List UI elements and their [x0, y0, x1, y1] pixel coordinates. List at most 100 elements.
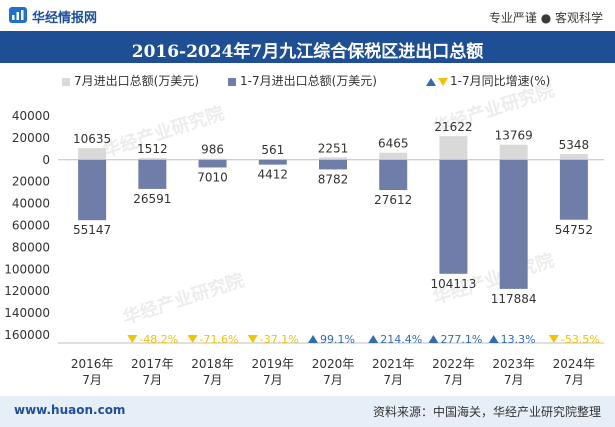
- legend-item-monthly: 7月进出口总额(万美元): [62, 72, 199, 89]
- monthly-value-label: 13769: [495, 129, 533, 143]
- y-tick-label: 0: [42, 153, 50, 167]
- y-tick-label: 20000: [12, 131, 50, 145]
- legend-label-yoy: 1-7月同比增速(%): [450, 74, 551, 88]
- legend-item-yoy: 1-7月同比增速(%): [426, 72, 550, 89]
- monthly-value-label: 1512: [137, 142, 168, 156]
- x-category-label-year: 2019年: [252, 357, 295, 371]
- yoy-growth-label: -53.5%: [561, 333, 600, 346]
- footer: www.huaon.com 资料来源：中国海关，华经产业研究院整理: [0, 396, 615, 427]
- legend-up-triangle-icon: [426, 77, 436, 86]
- yoy-growth-label: 13.3%: [501, 333, 536, 346]
- x-category-label-month: 7月: [82, 373, 102, 387]
- cumulative-value-label: 54752: [555, 223, 593, 237]
- legend: 7月进出口总额(万美元) 1-7月进出口总额(万美元) 1-7月同比增速(%): [0, 72, 615, 92]
- y-tick-label: 120000: [4, 284, 50, 298]
- monthly-bar: [138, 158, 167, 160]
- yoy-up-triangle-icon: [308, 335, 318, 343]
- yoy-down-triangle-icon: [548, 335, 559, 343]
- chart-svg: 40000 20000 0 20000 40000 60000 80000 100000 120…: [4, 109, 604, 387]
- yoy-growth-label: 277.1%: [440, 333, 482, 346]
- chart-title: 2016-2024年7月九江综合保税区进出口总额: [131, 42, 484, 62]
- cumulative-bar: [559, 159, 588, 220]
- y-tick-label: 140000: [4, 306, 50, 320]
- monthly-bar: [198, 158, 227, 160]
- monthly-bar: [78, 148, 107, 160]
- monthly-value-label: 2251: [318, 141, 349, 155]
- cumulative-bar: [198, 159, 227, 168]
- x-category-label-month: 7月: [383, 373, 403, 387]
- yoy-down-triangle-icon: [247, 335, 258, 343]
- y-tick-label: 40000: [12, 109, 50, 123]
- yoy-down-triangle-icon: [187, 335, 198, 343]
- cumulative-value-label: 55147: [73, 223, 111, 237]
- footer-source: 资料来源：中国海关，华经产业研究院整理: [372, 405, 601, 419]
- x-category-label-month: 7月: [504, 373, 524, 387]
- cumulative-bar: [319, 159, 347, 170]
- x-category-label-year: 2022年: [432, 357, 475, 371]
- cumulative-bar: [258, 159, 287, 165]
- cumulative-bar: [138, 159, 167, 189]
- monthly-value-label: 10635: [73, 132, 111, 146]
- cumulative-value-label: 117884: [491, 292, 537, 306]
- monthly-bar: [499, 144, 528, 160]
- cumulative-bar: [379, 159, 408, 191]
- legend-label-monthly: 7月进出口总额(万美元): [74, 74, 199, 88]
- yoy-up-triangle-icon: [488, 335, 499, 343]
- y-tick-label: 160000: [4, 328, 50, 342]
- monthly-value-label: 21622: [434, 120, 472, 134]
- yoy-growth-label: -71.6%: [200, 333, 239, 346]
- cumulative-bar: [499, 159, 528, 289]
- yoy-growth-label: -37.1%: [260, 333, 299, 346]
- title-bar: 2016-2024年7月九江综合保税区进出口总额: [0, 31, 615, 63]
- yoy-growth-label: -48.2%: [139, 333, 178, 346]
- monthly-bar: [258, 159, 287, 160]
- yoy-up-triangle-icon: [368, 335, 379, 343]
- x-category-label-year: 2020年: [312, 357, 355, 371]
- x-category-label-month: 7月: [143, 373, 163, 387]
- y-tick-label: 20000: [12, 175, 50, 189]
- yoy-up-triangle-icon: [428, 335, 439, 343]
- x-category-label-year: 2018年: [191, 357, 234, 371]
- cumulative-bar: [439, 159, 468, 274]
- monthly-value-label: 561: [261, 143, 284, 157]
- x-category-label-year: 2017年: [131, 357, 174, 371]
- logo-icon: [9, 7, 27, 23]
- x-category-label-month: 7月: [263, 373, 283, 387]
- cumulative-value-label: 104113: [431, 277, 477, 291]
- legend-item-cumulative: 1-7月进出口总额(万美元): [228, 72, 377, 89]
- cumulative-bar: [78, 159, 107, 221]
- x-category-label-year: 2016年: [71, 357, 114, 371]
- cumulative-value-label: 27612: [374, 193, 412, 207]
- legend-down-triangle-icon: [438, 77, 448, 86]
- x-category-label-month: 7月: [323, 373, 343, 387]
- monthly-value-label: 5348: [559, 138, 590, 152]
- cumulative-value-label: 26591: [133, 192, 171, 206]
- x-category-label-month: 7月: [564, 373, 584, 387]
- x-category-label-year: 2023年: [492, 357, 535, 371]
- x-category-label-month: 7月: [203, 373, 223, 387]
- top-bar: 华经情报网 专业严谨 ● 客观科学: [0, 0, 615, 30]
- monthly-bar: [379, 152, 408, 160]
- monthly-value-label: 6465: [378, 137, 409, 151]
- cumulative-value-label: 8782: [318, 172, 349, 186]
- slogan: 专业严谨 ● 客观科学: [488, 11, 603, 25]
- x-category-label-year: 2021年: [372, 357, 415, 371]
- monthly-bar: [319, 157, 347, 160]
- y-tick-label: 60000: [12, 219, 50, 233]
- footer-website: www.huaon.com: [14, 403, 126, 417]
- legend-swatch-monthly: [62, 77, 70, 86]
- monthly-value-label: 986: [201, 143, 224, 157]
- x-category-label-year: 2024年: [553, 357, 596, 371]
- monthly-bar: [439, 136, 468, 160]
- y-tick-label: 80000: [12, 240, 50, 254]
- cumulative-value-label: 4412: [258, 168, 289, 182]
- y-tick-label: 40000: [12, 197, 50, 211]
- cumulative-value-label: 7010: [197, 170, 228, 184]
- legend-label-cumulative: 1-7月进出口总额(万美元): [240, 74, 377, 88]
- monthly-bar: [559, 153, 588, 160]
- y-tick-label: 100000: [4, 262, 50, 276]
- yoy-growth-label: 214.4%: [380, 333, 422, 346]
- x-category-label-month: 7月: [444, 373, 464, 387]
- site-name: 华经情报网: [32, 11, 98, 26]
